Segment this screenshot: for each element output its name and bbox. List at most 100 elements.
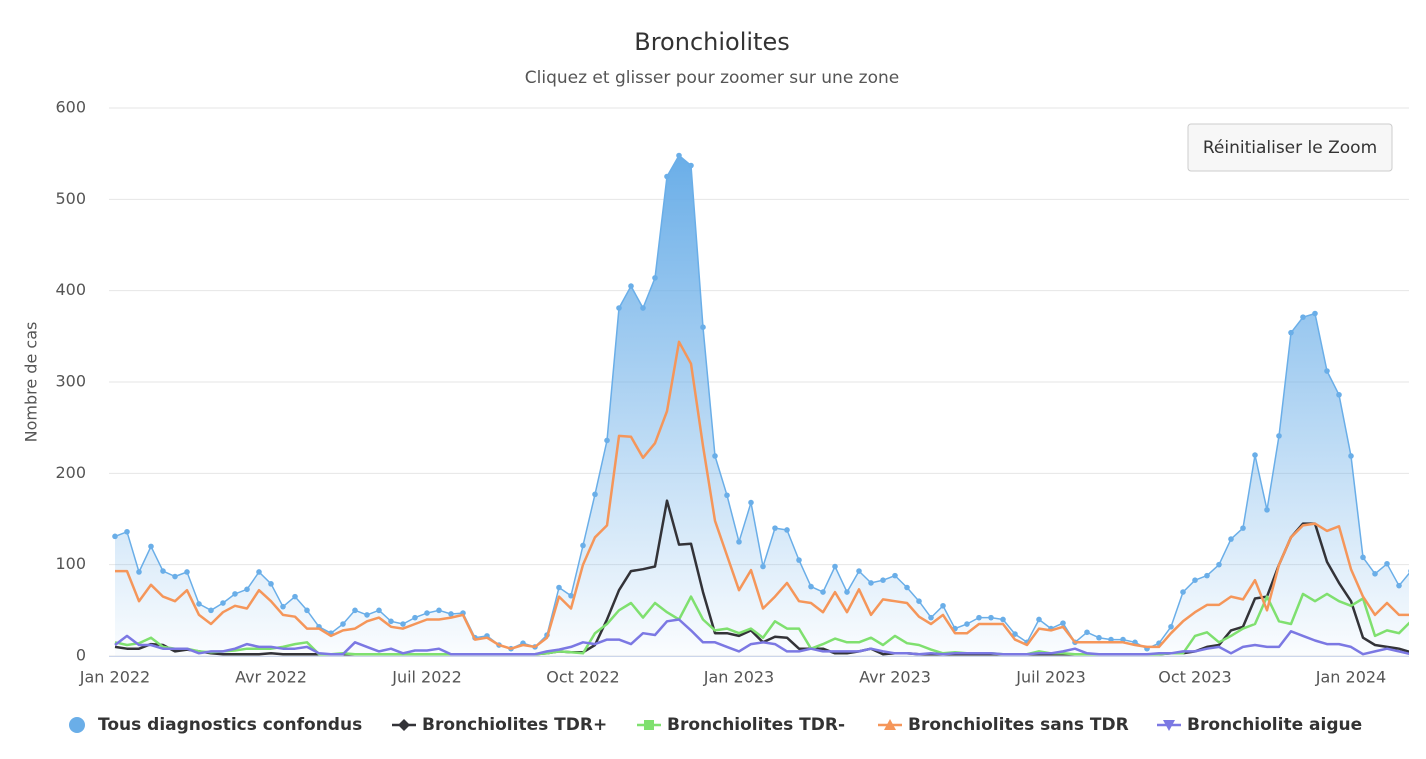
button-label[interactable]: Réinitialiser le Zoom [1203, 138, 1377, 158]
point [1060, 620, 1066, 626]
point [772, 525, 778, 531]
point [1216, 561, 1222, 568]
point [844, 589, 850, 595]
point [280, 603, 286, 610]
point [916, 598, 922, 604]
y-tick-label: 200 [55, 463, 86, 482]
point [256, 569, 262, 575]
y-axis-label: Nombre de cas [22, 322, 41, 443]
point [268, 581, 274, 587]
y-tick-label: 600 [55, 98, 86, 117]
point [1384, 560, 1390, 567]
line [114, 618, 1409, 656]
x-tick-label: Juil 2022 [391, 668, 462, 687]
point [124, 528, 130, 535]
point [748, 499, 754, 506]
point [436, 607, 442, 614]
x-tick-label: Oct 2023 [1158, 668, 1231, 687]
point [172, 573, 178, 580]
point [796, 557, 802, 563]
point [556, 584, 562, 591]
point [352, 607, 358, 614]
chart-title: Bronchiolites [634, 28, 789, 56]
point [160, 568, 166, 574]
point [760, 563, 766, 570]
reset-zoom-button[interactable]: Réinitialiser le Zoom [1187, 123, 1393, 172]
point [592, 491, 598, 498]
point [1264, 507, 1270, 513]
point [208, 607, 214, 614]
legend: Tous diagnostics confondus Bronchiolites … [69, 715, 1362, 735]
point [1336, 391, 1342, 398]
point [712, 453, 718, 459]
point [628, 283, 634, 289]
point [1360, 554, 1366, 561]
point [688, 162, 694, 169]
point [1396, 582, 1402, 589]
point [292, 593, 298, 600]
point [988, 614, 994, 621]
point [652, 275, 658, 281]
y-tick-label: 0 [76, 646, 86, 665]
point [640, 305, 646, 311]
point [304, 607, 310, 614]
x-tick-label: Jan 2024 [1315, 668, 1386, 687]
point [580, 542, 586, 549]
point [1300, 314, 1306, 320]
point [1108, 636, 1114, 643]
point [340, 621, 346, 627]
button-bg[interactable] [1187, 123, 1393, 172]
point [1324, 368, 1330, 374]
point [1192, 577, 1198, 583]
legend-symbol [884, 719, 896, 730]
point [244, 586, 250, 593]
point [1252, 452, 1258, 458]
x-tick-label: Avr 2023 [859, 668, 931, 687]
point [1120, 636, 1126, 643]
point [736, 539, 742, 545]
legend-label[interactable]: Bronchiolites sans TDR [908, 715, 1129, 735]
chart-subtitle: Cliquez et glisser pour zoomer sur une z… [525, 68, 900, 88]
point [928, 614, 934, 621]
point [136, 569, 142, 575]
point [424, 610, 430, 616]
legend-label[interactable]: Bronchiolites TDR- [667, 715, 845, 735]
point [1228, 536, 1234, 542]
point [1012, 631, 1018, 637]
point [220, 600, 226, 606]
point [676, 152, 682, 159]
point [820, 589, 826, 595]
point [1276, 433, 1282, 439]
point [148, 543, 154, 550]
plot-area: 0 100 200 300 400 500 600 Jan 2022 Avr 2022 Juil … [55, 98, 1409, 687]
x-tick-label: Oct 2022 [546, 668, 619, 687]
y-tick-label: 400 [55, 280, 86, 299]
point [412, 614, 418, 621]
legend-symbol [398, 719, 410, 731]
point [388, 618, 394, 625]
point [868, 580, 874, 586]
point [1096, 634, 1102, 641]
legend-label[interactable]: Tous diagnostics confondus [98, 715, 362, 735]
point [1408, 569, 1409, 574]
point [1168, 623, 1174, 630]
point [376, 607, 382, 614]
point [616, 305, 622, 311]
y-tick-label: 300 [55, 372, 86, 391]
legend-label[interactable]: Bronchiolites TDR+ [422, 715, 607, 735]
x-tick-label: Juil 2023 [1015, 668, 1086, 687]
point [1348, 453, 1354, 459]
point [112, 533, 118, 540]
point [856, 568, 862, 574]
point [892, 572, 898, 579]
point [196, 601, 202, 607]
point [904, 584, 910, 591]
point [664, 173, 670, 180]
point [832, 563, 838, 570]
point [184, 569, 190, 575]
legend-label[interactable]: Bronchiolite aigue [1187, 715, 1362, 735]
point [724, 492, 730, 499]
point [1372, 571, 1378, 577]
point [1312, 310, 1318, 317]
